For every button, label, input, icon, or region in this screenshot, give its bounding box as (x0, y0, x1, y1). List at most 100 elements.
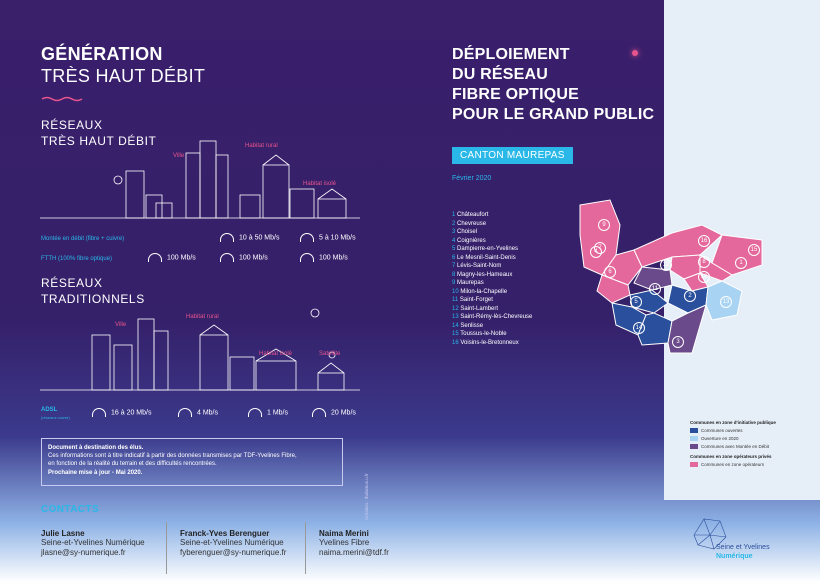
contact-1: Julie Lasne Seine-et-Yvelines Numérique … (41, 529, 145, 558)
commune-list-item: 12 Saint-Lambert (452, 305, 499, 312)
credit: Création : thalamus.u.fr (364, 473, 369, 520)
legend-swatch (690, 436, 698, 441)
gauge-icon (92, 408, 106, 417)
map-label-10: 10 (698, 271, 710, 283)
contact-3: Naima Merini Yvelines Fibre naima.merini… (319, 529, 389, 558)
label-habitat-isole-1: Habitat isolé (303, 181, 337, 187)
map-label-2: 2 (684, 290, 696, 302)
gauge-icon (220, 233, 234, 242)
thd-cityscape-illustration (40, 140, 360, 219)
communes-list: 1 Châteaufort 2 Chevreuse 3 Choisel 4 Coign… (452, 211, 532, 347)
gauge-icon (148, 253, 162, 262)
canton-badge: CANTON MAUREPAS (452, 147, 573, 164)
map-label-1: 1 (735, 257, 747, 269)
legend-swatch (690, 444, 698, 449)
legend-item: Communes en zone opérateurs (690, 462, 800, 467)
right-title-line-2: DU RÉSEAU (452, 66, 549, 83)
contacts-heading: CONTACTS (41, 504, 100, 515)
legend-item: Ouverture en 2020 (690, 436, 800, 441)
section-trad-line1: RÉSEAUX (41, 276, 103, 290)
commune-list-item: 3 Choisel (452, 229, 478, 235)
legend-group-1: Communes en zone d'initiative publique (690, 420, 776, 425)
commune-list-item: 6 Le Mesnil-Saint-Denis (452, 254, 516, 261)
title-light: TRÈS HAUT DÉBIT (41, 66, 206, 86)
commune-list-item: 14 Senlisse (452, 322, 484, 329)
label-ville-1: Ville (173, 153, 185, 159)
legend-items-1: Communes ouvertes Ouverture en 2020 Commun… (690, 428, 800, 449)
contact-3-org: Yvelines Fibre (319, 538, 370, 547)
contact-separator (305, 522, 306, 574)
commune-list-item: 16 Voisins-le-Bretonneux (452, 339, 519, 346)
date: Février 2020 (452, 175, 492, 182)
contact-3-email[interactable]: naima.merini@tdf.fr (319, 548, 389, 557)
label-ville-2: Ville (115, 322, 127, 328)
contact-3-name: Naima Merini (319, 529, 369, 538)
section-trad-line2: TRADITIONNELS (41, 292, 145, 306)
map-label-15: 15 (748, 244, 760, 256)
commune-list-item: 1 Châteaufort (452, 212, 489, 218)
notice-line-2: Ces informations sont à titre indicatif … (48, 453, 297, 460)
commune-list-item: 7 Lévis-Saint-Nom (452, 263, 502, 269)
map-label-4: 4 (590, 246, 602, 258)
label-habitat-rural-2: Habitat rural (186, 314, 219, 320)
commune-list-item: 13 Saint-Rémy-lès-Chevreuse (452, 314, 533, 320)
map-label-13: 13 (720, 296, 732, 308)
logo-emblem (693, 518, 727, 550)
gauge-icon (248, 408, 262, 417)
speed-montee-isole: 5 à 10 Mb/s (300, 233, 356, 242)
speed-adsl-satellite: 20 Mb/s (312, 408, 356, 417)
logo-line1: Seine et Yvelines (716, 544, 770, 551)
label-habitat-rural-1: Habitat rural (245, 143, 278, 149)
contact-2-org: Seine-et-Yvelines Numérique (180, 538, 284, 547)
gauge-icon (178, 408, 192, 417)
legend-label: Ouverture en 2020 (701, 436, 739, 441)
row-montee-label: Montée en débit (fibre + cuivre) (41, 236, 125, 242)
speed-ftth-rural: 100 Mb/s (220, 253, 268, 262)
canton-map (579, 199, 763, 354)
commune-list-item: 10 Milon-la-Chapelle (452, 288, 508, 295)
title-bold: GÉNÉRATION (41, 44, 163, 64)
pink-dot (632, 50, 638, 56)
legend-label: Communes en zone opérateurs (701, 462, 765, 467)
commune-list-item: 4 Coignières (452, 237, 486, 244)
commune-list-item: 15 Toussus-le-Noble (452, 331, 507, 337)
adsl-sublabel: (réseaux cuivre) (41, 415, 70, 420)
map-label-6: 6 (604, 266, 616, 278)
contact-1-name: Julie Lasne (41, 529, 85, 538)
commune-list-item: 11 Saint-Forget (452, 297, 493, 303)
speed-adsl-rural: 4 Mb/s (178, 408, 218, 417)
speed-adsl-isole: 1 Mb/s (248, 408, 288, 417)
map-label-16: 16 (698, 235, 710, 247)
contact-1-email[interactable]: jlasne@sy-numerique.fr (41, 548, 126, 557)
traditional-cityscape-illustration (40, 308, 360, 391)
notice-line-1: Document à destination des élus. (48, 445, 144, 451)
speed-ftth-isole: 100 Mb/s (300, 253, 348, 262)
legend-items-2: Communes en zone opérateurs (690, 462, 800, 467)
contact-2-email[interactable]: fyberenguer@sy-numerique.fr (180, 548, 287, 557)
right-title-line-4: POUR LE GRAND PUBLIC (452, 106, 655, 123)
wave-divider (41, 96, 83, 102)
gauge-icon (300, 253, 314, 262)
contact-separator (166, 522, 167, 574)
legend-swatch (690, 462, 698, 467)
notice-line-3: en fonction de la réalité du terrain et … (48, 461, 217, 468)
section-thd-line2: TRÈS HAUT DÉBIT (41, 134, 157, 148)
map-label-11: 11 (649, 283, 661, 295)
gauge-icon (312, 408, 326, 417)
map-label-14: 14 (633, 322, 645, 334)
map-label-5: 5 (630, 296, 642, 308)
map-label-3: 3 (672, 336, 684, 348)
legend-label: Communes avec Montée en Débit (701, 444, 770, 449)
label-habitat-isole-2: Habitat isolé (259, 351, 293, 357)
map-label-8: 8 (698, 256, 710, 268)
right-title-line-1: DÉPLOIEMENT (452, 46, 570, 63)
map-label-9: 9 (598, 219, 610, 231)
legend-group-2: Communes en zone opérateurs privés (690, 454, 772, 459)
speed-adsl-ville: 16 à 20 Mb/s (92, 408, 151, 417)
commune-list-item: 2 Chevreuse (452, 220, 487, 227)
commune-list-item: 8 Magny-les-Hameaux (452, 271, 513, 278)
contact-2-name: Franck-Yves Berenguer (180, 529, 270, 538)
label-satellite: Satellite (319, 351, 341, 357)
gauge-icon (300, 233, 314, 242)
